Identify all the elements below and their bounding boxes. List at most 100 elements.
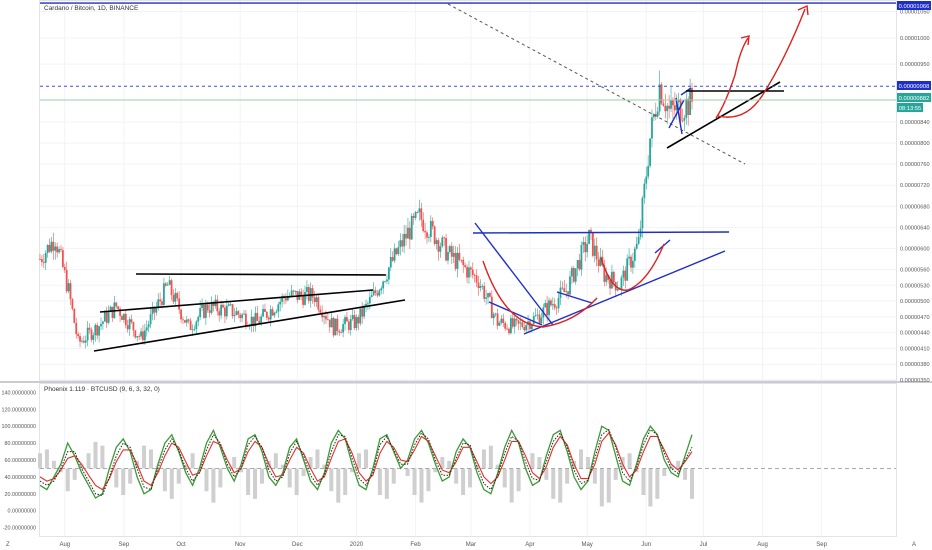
candle-body [170,280,173,296]
osc-histogram-bar [79,464,84,469]
flag-line-2[interactable] [675,97,683,135]
candle-body [260,316,263,324]
candle-body [79,336,81,342]
candle-body [561,287,564,289]
candle-body [372,290,375,296]
candle-body [330,318,333,328]
auto-scale-corner-label[interactable]: A [912,542,916,548]
candle-body [307,287,310,301]
candle-body [107,311,110,323]
candle-body [193,329,196,330]
timezone-corner-label[interactable]: Z [6,542,10,548]
candle-body [267,317,270,320]
projection-arrow-1[interactable] [715,37,749,119]
candle-body [229,304,232,306]
cup-arc-1[interactable] [482,260,598,328]
candle-body [401,240,404,247]
candle-body [164,283,167,286]
candle-body [172,295,175,302]
candle-body [685,98,688,118]
candle-body [363,305,365,317]
candle-body [189,320,192,330]
neckline[interactable] [472,231,730,234]
candle-body [111,306,114,318]
candle-body [44,252,47,263]
oscillator-lines [39,425,693,499]
candle-body [605,275,608,282]
candle-body [294,290,297,292]
candle-body [380,288,383,291]
osc-line-black-dotted [39,428,693,497]
osc-histogram-bar [232,457,237,469]
candle-body [624,270,627,281]
osc-histogram-bar [301,468,306,477]
y-tick-label: 0.00000640 [900,225,930,231]
candle-body [311,288,314,298]
arrow-head-2[interactable] [797,4,809,16]
candle-body [166,284,169,286]
candle-body [342,324,345,333]
candle-body [567,291,569,295]
osc-tick-label: 100.00000000 [2,424,36,430]
candle-body [155,306,158,313]
osc-histogram-bar [509,468,514,503]
candle-body [96,325,99,336]
candle-body [506,328,508,330]
osc-histogram-bar [253,468,258,499]
osc-tick-label: 80.00000000 [5,441,36,447]
candle-body [176,293,179,299]
candle-body [571,268,573,277]
osc-histogram-bar [592,468,597,484]
candle-body [340,332,343,334]
candle-body [365,303,367,306]
candle-body [140,331,142,337]
x-tick-label: Jul [700,542,708,548]
triangle-upper-line[interactable] [135,273,387,276]
candle-body [565,291,568,293]
osc-histogram-bar [641,468,646,496]
price-pane[interactable] [39,0,897,381]
channel-line-c[interactable] [556,291,593,304]
drawing-overlays[interactable] [93,3,809,352]
candle-body [75,322,78,335]
candle-body [416,212,419,213]
x-tick-label: Dec [292,542,303,548]
candle-body [635,243,638,249]
candle-body [670,100,672,109]
channel-line-a[interactable] [474,222,554,326]
candle-body [498,322,501,326]
descending-trend-line[interactable] [447,3,746,165]
candle-body [553,304,556,308]
candle-body [458,252,461,260]
candle-body [593,245,596,256]
candle-body [433,226,436,244]
candle-body [513,318,516,327]
candle-body [456,252,459,269]
cup-arc-2[interactable] [600,243,665,291]
rising-support-line[interactable] [523,250,726,335]
candle-body [384,281,386,283]
triangle-bottom-line[interactable] [666,81,781,149]
candle-body [460,259,463,261]
candle-body [254,312,257,327]
candle-body [450,246,453,257]
candle-body [183,320,186,323]
candle-body [271,309,274,316]
grid [40,1,896,536]
wedge-lower-line[interactable] [93,299,406,352]
channel-line-b[interactable] [488,301,543,326]
osc-histogram-bar [405,468,410,477]
projection-arrow-2[interactable] [717,8,806,118]
candle-body [117,306,120,309]
candle-body [357,317,360,324]
candle-body [660,84,663,104]
arrow-head-1[interactable] [740,35,750,46]
wedge-mid-line[interactable] [99,289,374,313]
candle-body [77,334,80,337]
candle-body [529,321,531,330]
candle-body [39,258,41,260]
flag-line-1[interactable] [668,99,685,129]
oscillator-pane[interactable] [39,383,897,537]
candle-body [142,331,144,341]
